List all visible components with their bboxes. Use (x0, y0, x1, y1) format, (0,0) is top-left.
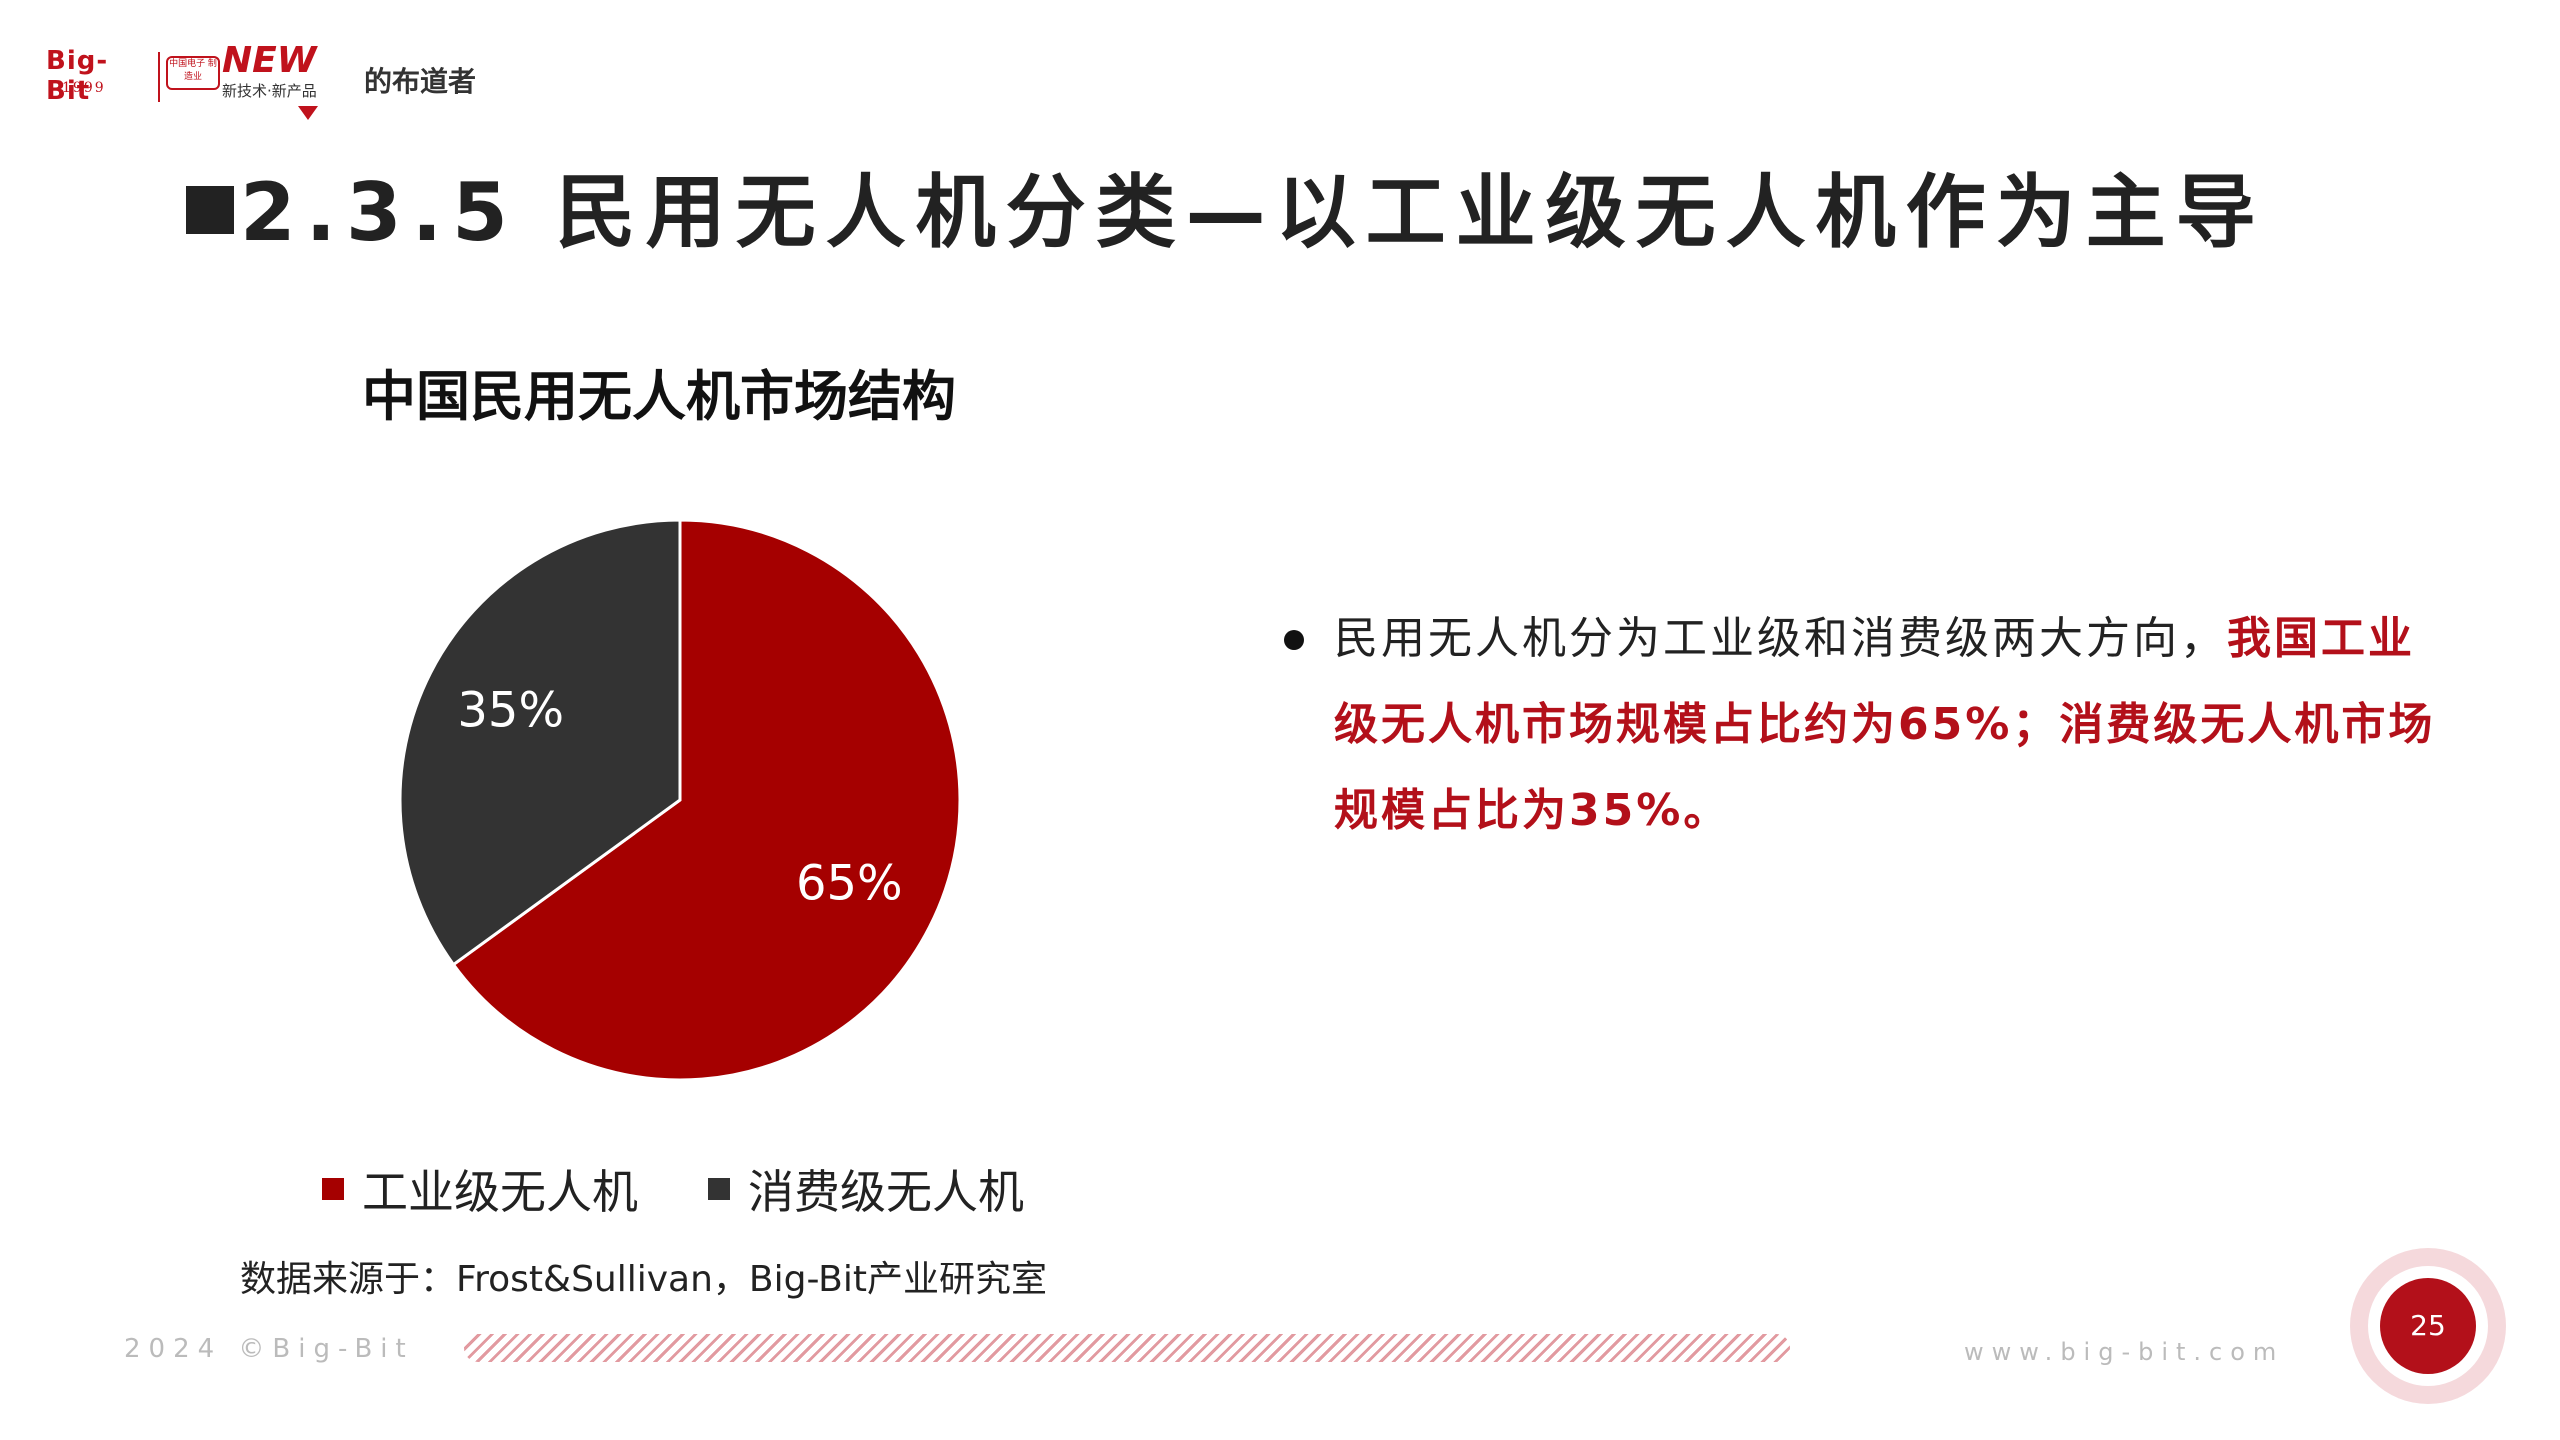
chart-legend: 工业级无人机 消费级无人机 (322, 1156, 1024, 1222)
logo-bigbit: Big-Bit (46, 46, 109, 106)
legend-item-industrial: 工业级无人机 (322, 1156, 638, 1222)
bullet-dot-icon (1284, 630, 1304, 650)
bullet-text-normal: 民用无人机分为工业级和消费级两大方向， (1334, 613, 2227, 664)
logo-divider (158, 52, 160, 102)
pie-slice-industrial (451, 518, 962, 1082)
bullet-paragraph: 民用无人机分为工业级和消费级两大方向，我国工业级无人机市场规模占比约为65%；消… (1284, 596, 2450, 854)
footer-copyright: 2024 ©Big-Bit (124, 1334, 414, 1364)
footer-url: www.big-bit.com (1964, 1338, 2285, 1366)
legend-item-consumer: 消费级无人机 (708, 1156, 1024, 1222)
data-source-note: 数据来源于：Frost&Sullivan，Big-Bit产业研究室 (240, 1259, 1047, 1300)
legend-label-industrial: 工业级无人机 (362, 1165, 638, 1219)
page-title: 2.3.5 民用无人机分类—以工业级无人机作为主导 (186, 148, 2266, 264)
legend-swatch-industrial (322, 1178, 344, 1200)
pie-label-consumer: 35% (457, 683, 564, 739)
legend-swatch-consumer (708, 1178, 730, 1200)
bullet-body: 民用无人机分为工业级和消费级两大方向，我国工业级无人机市场规模占比约为65%；消… (1284, 596, 2450, 854)
logo-new: NEW (222, 40, 317, 81)
logo-year: 1999 (62, 80, 106, 96)
logo-subtitle: 新技术·新产品 (222, 82, 317, 100)
logo-brand-text: 的布道者 (364, 65, 477, 98)
page-number-badge: 25 (2350, 1248, 2506, 1404)
pie-chart: 65% 35% (398, 518, 962, 1082)
page-number: 25 (2380, 1278, 2476, 1374)
title-square-icon (186, 186, 234, 234)
pie-slice-consumer (398, 518, 682, 967)
pie-label-industrial: 65% (796, 855, 903, 911)
logo-triangle-icon (298, 106, 318, 120)
legend-label-consumer: 消费级无人机 (748, 1165, 1024, 1219)
footer-hatched-band (464, 1334, 1790, 1362)
chart-title: 中国民用无人机市场结构 (362, 365, 956, 428)
logo-stamp: 中国电子 制造业 (166, 56, 220, 90)
bullet-text-highlight: 我国工业级无人机市场规模占比约为65%；消费级无人机市场规模占比为35%。 (1334, 613, 2436, 836)
page-title-text: 2.3.5 民用无人机分类—以工业级无人机作为主导 (240, 166, 2266, 259)
